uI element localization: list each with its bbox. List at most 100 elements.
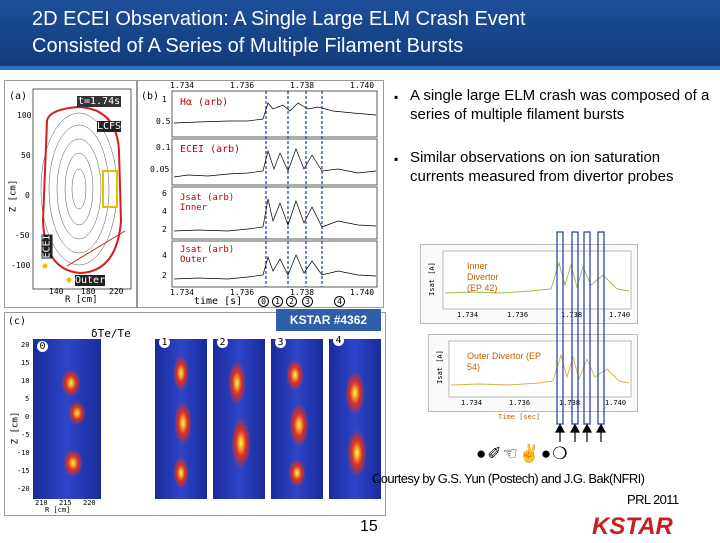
outer-divertor-trace bbox=[450, 353, 630, 386]
bottom-tick-1: 1.736 bbox=[230, 288, 255, 297]
outer-tick-0: 4 bbox=[162, 251, 167, 260]
marker-lines bbox=[265, 91, 323, 287]
c-r-tick-1: 215 bbox=[59, 499, 72, 507]
bottom-tick-2: 1.738 bbox=[290, 288, 315, 297]
z-axis-label: Z [cm] bbox=[8, 179, 19, 213]
bullet-text-1: A single large ELM crash was composed of… bbox=[410, 87, 710, 123]
bullet-square-icon: ▪ bbox=[394, 152, 399, 166]
outer-leg bbox=[66, 230, 126, 267]
ecei-frame-1 bbox=[155, 339, 207, 499]
quantity-label: δTe/Te bbox=[91, 327, 131, 340]
inner-tick-x1: 1.736 bbox=[507, 311, 529, 319]
shot-badge: KSTAR #4362 bbox=[276, 309, 381, 331]
inner-tick-1: 4 bbox=[162, 207, 167, 216]
figure-b-panel: (b) 1.734 1.736 1.738 1.740 Hα (arb) ECE… bbox=[137, 80, 384, 308]
c-z-tick-1: 15 bbox=[21, 359, 30, 367]
trace-halpha bbox=[173, 102, 377, 124]
time-label: t=1.74s bbox=[77, 96, 122, 107]
ecei-frame-2 bbox=[213, 339, 265, 499]
kstar-logo-svg: KSTAR bbox=[592, 513, 674, 540]
figure-a-panel: (a) t=1.74s LCFS ECEI Outer Z [cm] R [cm… bbox=[4, 80, 137, 308]
bullet-list: ▪ A single large ELM crash was composed … bbox=[394, 86, 714, 204]
ecei-frames bbox=[33, 339, 381, 499]
r-tick-0: 140 bbox=[49, 287, 64, 296]
figure-a-label: (a) bbox=[9, 91, 28, 102]
frame-label-0: 0 bbox=[37, 341, 48, 352]
c-r-tick-2: 220 bbox=[83, 499, 96, 507]
ecei-frame-3 bbox=[271, 339, 323, 499]
trace-jsat-inner bbox=[173, 198, 377, 232]
page-number: 15 bbox=[360, 518, 378, 535]
c-r-axis-label: R [cm] bbox=[45, 506, 71, 514]
c-z-tick-2: 10 bbox=[21, 377, 30, 385]
ecei-frame-4 bbox=[329, 339, 381, 499]
c-z-tick-3: 5 bbox=[25, 395, 30, 403]
outer-divertor-plot: Outer Divertor (EP 54) Isat [A] 1.734 1.… bbox=[428, 334, 638, 412]
lcfs-curve bbox=[41, 105, 123, 275]
marker-2: 2 bbox=[286, 296, 297, 307]
marker-1: 1 bbox=[272, 296, 283, 307]
trace-jsat-inner-label: Jsat (arb) Inner bbox=[180, 193, 235, 213]
r-tick-2: 220 bbox=[109, 287, 124, 296]
inner-divertor-plot: Inner Divertor (EP 42) Isat [A] 1.734 1.… bbox=[420, 244, 638, 324]
ecei-window bbox=[102, 170, 118, 208]
outer-tick-1: 2 bbox=[162, 271, 167, 280]
z-tick-4: -100 bbox=[11, 261, 31, 270]
ecei-label: ECEI bbox=[41, 234, 53, 259]
top-tick-0: 1.734 bbox=[170, 81, 195, 90]
bullet-square-icon: ▪ bbox=[394, 90, 399, 104]
bullet-item-2: ▪ Similar observations on ion saturation… bbox=[394, 148, 714, 186]
ecei-frame-0 bbox=[33, 339, 101, 499]
ecei-tick-1: 0.05 bbox=[150, 165, 170, 174]
frame-label-4: 4 bbox=[333, 335, 344, 346]
inner-tick-x2: 1.738 bbox=[561, 311, 583, 319]
bottom-tick-3: 1.740 bbox=[350, 288, 375, 297]
figure-c-panel: (c) δTe/Te Z [cm] bbox=[4, 312, 386, 516]
marker-4: 4 bbox=[334, 296, 345, 307]
inner-divertor-svg bbox=[442, 250, 632, 310]
trace-jsat-outer bbox=[173, 254, 377, 280]
top-tick-3: 1.740 bbox=[350, 81, 375, 90]
outer-divertor-label: Outer Divertor (EP 54) bbox=[467, 351, 541, 372]
c-z-tick-7: -15 bbox=[17, 467, 30, 475]
frame-label-1: 1 bbox=[159, 337, 170, 348]
halpha-tick-1: 0.5 bbox=[156, 117, 171, 126]
bullet-text-2: Similar observations on ion saturation c… bbox=[410, 149, 674, 185]
z-tick-2: 0 bbox=[25, 191, 30, 200]
c-z-tick-0: 20 bbox=[21, 341, 30, 349]
kstar-logo: KSTAR bbox=[590, 512, 714, 540]
ecei-tick-0: 0.1 bbox=[156, 143, 171, 152]
time-axis-label: time [s] bbox=[194, 296, 243, 307]
marker-3: 3 bbox=[302, 296, 313, 307]
outer-probe-marker bbox=[66, 277, 72, 283]
slide-title: 2D ECEI Observation: A Single Large ELM … bbox=[32, 6, 526, 60]
top-tick-2: 1.738 bbox=[290, 81, 315, 90]
flux-contours bbox=[40, 112, 118, 266]
lcfs-label: LCFS bbox=[97, 121, 122, 132]
z-tick-1: 50 bbox=[21, 151, 31, 160]
outer-ylabel: Isat [A] bbox=[435, 350, 444, 384]
trace-halpha-label: Hα (arb) bbox=[180, 97, 229, 108]
outer-tick-x0: 1.734 bbox=[461, 399, 483, 407]
trace-ecei bbox=[173, 148, 377, 178]
bottom-tick-0: 1.734 bbox=[170, 288, 195, 297]
trace-ecei-label: ECEI (arb) bbox=[180, 144, 241, 155]
frame-label-2: 2 bbox=[217, 337, 228, 348]
c-z-tick-8: -20 bbox=[17, 485, 30, 493]
top-tick-1: 1.736 bbox=[230, 81, 255, 90]
r-axis-label: R [cm] bbox=[65, 295, 98, 305]
trace-jsat-outer-label: Jsat (arb) Outer bbox=[180, 245, 235, 265]
marker-0: 0 bbox=[258, 296, 269, 307]
outer-tick-x2: 1.738 bbox=[559, 399, 581, 407]
c-z-tick-6: -10 bbox=[17, 449, 30, 457]
probe-time-label: Time [sec] bbox=[498, 413, 541, 421]
inner-tick-x3: 1.740 bbox=[609, 311, 631, 319]
inner-tick-x0: 1.734 bbox=[457, 311, 479, 319]
frame-label-3: 3 bbox=[275, 337, 286, 348]
c-z-tick-4: 0 bbox=[25, 413, 30, 421]
title-bar: 2D ECEI Observation: A Single Large ELM … bbox=[0, 0, 720, 70]
reference-text: PRL 2011 bbox=[627, 492, 679, 507]
marker-glyph-row: ●✐☜✌●❍ bbox=[476, 444, 569, 463]
trace-frames bbox=[171, 90, 378, 288]
z-tick-0: 100 bbox=[17, 111, 32, 120]
